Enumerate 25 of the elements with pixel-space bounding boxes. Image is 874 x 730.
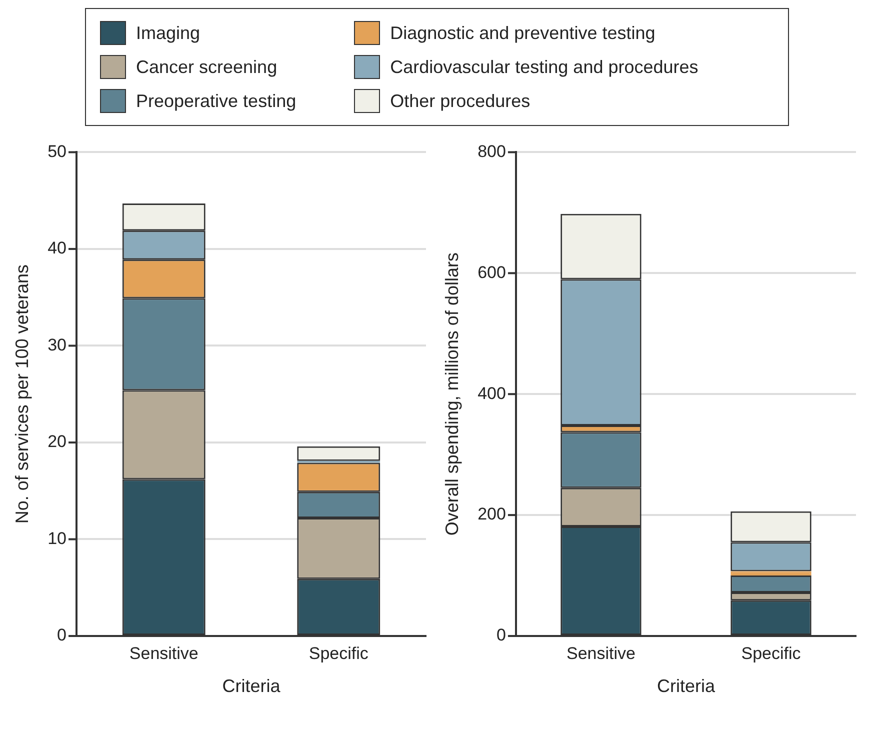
x-tick-label: Specific: [308, 644, 369, 663]
x-tick-label: Sensitive: [129, 644, 198, 663]
legend-label: Other procedures: [390, 90, 530, 112]
x-tick-label: Sensitive: [566, 644, 636, 663]
y-tick-label: 0: [496, 626, 506, 645]
y-tick-label: 200: [478, 504, 506, 524]
x-axis-title: Criteria: [656, 676, 716, 696]
y-axis-title: No. of services per 100 veterans: [12, 264, 32, 524]
legend-label: Imaging: [136, 22, 200, 44]
x-axis-title: Criteria: [222, 676, 282, 696]
legend-label: Cancer screening: [136, 56, 278, 78]
y-axis-title: Overall spending, millions of dollars: [442, 252, 462, 536]
legend-label: Cardiovascular testing and procedures: [390, 56, 698, 78]
legend-label: Preoperative testing: [136, 90, 296, 112]
y-tick-label: 600: [478, 262, 506, 282]
y-tick-label: 0: [57, 626, 67, 645]
y-tick-label: 10: [48, 528, 67, 548]
y-tick-label: 40: [48, 238, 67, 258]
y-tick-label: 50: [48, 142, 67, 161]
y-tick-label: 800: [478, 142, 506, 161]
y-tick-label: 20: [48, 432, 67, 452]
y-tick-label: 30: [48, 335, 67, 354]
legend-label: Diagnostic and preventive testing: [390, 22, 656, 44]
x-tick-label: Specific: [741, 644, 802, 663]
y-tick-label: 400: [478, 384, 506, 403]
